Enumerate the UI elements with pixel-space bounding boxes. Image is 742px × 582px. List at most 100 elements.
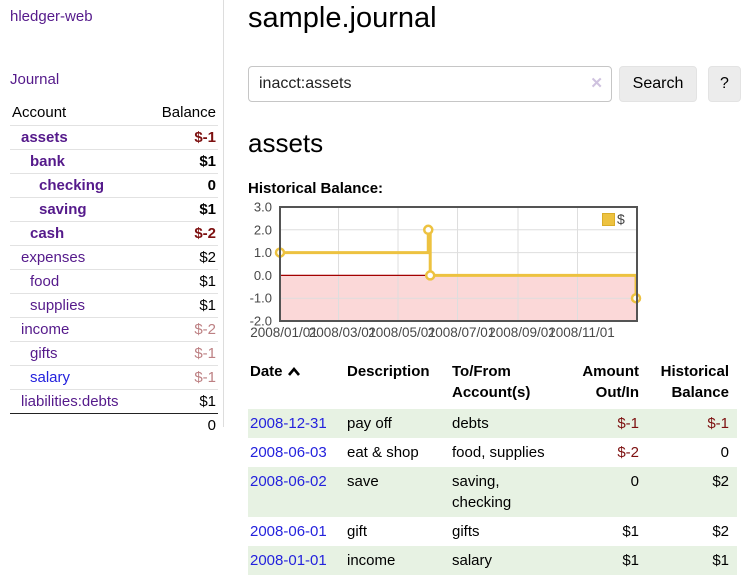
legend-swatch (602, 212, 615, 226)
transaction-description-cell: save (347, 467, 452, 517)
account-link[interactable]: bank (30, 153, 66, 170)
transaction-row: 2008-06-02 save saving, checking 0 $2 (248, 467, 737, 517)
transaction-description-cell: pay off (347, 409, 452, 438)
account-row: gifts $-1 (10, 341, 218, 366)
account-link[interactable]: saving (39, 201, 87, 218)
transaction-accounts-cell: food, supplies (452, 444, 545, 461)
account-row: liabilities:debts $1 (10, 389, 218, 414)
account-link[interactable]: liabilities:debts (21, 393, 119, 410)
account-balance: $-2 (145, 221, 218, 246)
account-table-header-row: Account Balance (10, 102, 218, 126)
transaction-row: 2008-06-01 gift gifts $1 $2 (248, 517, 737, 546)
description-column-header: Description (347, 363, 430, 380)
main-content: sample.journal ✕ Search ? assets Histori… (224, 0, 742, 582)
transaction-balance-cell: $2 (712, 523, 729, 540)
account-balance-table: Account Balance assets $-1 bank $1 checking 0… (10, 102, 218, 437)
svg-text:2008/03/01: 2008/03/01 (309, 325, 377, 340)
account-balance: $1 (145, 197, 218, 222)
transaction-description-cell: gift (347, 523, 368, 540)
help-button[interactable]: ? (708, 66, 741, 102)
account-row: checking 0 (10, 173, 218, 198)
account-link[interactable]: expenses (21, 249, 86, 266)
account-balance: $1 (145, 293, 218, 318)
account-link[interactable]: income (21, 321, 70, 338)
date-column-header[interactable]: Date (248, 358, 347, 409)
svg-text:0.0: 0.0 (254, 268, 272, 283)
svg-text:2.0: 2.0 (254, 222, 272, 237)
transaction-date-cell: 2008-06-03 (248, 438, 347, 467)
transaction-accounts-cell: gifts (452, 523, 480, 540)
brand-link[interactable]: hledger-web (10, 8, 93, 25)
transaction-date-link[interactable]: 2008-06-01 (250, 523, 327, 540)
account-heading: assets (248, 128, 324, 158)
account-row: food $1 (10, 269, 218, 294)
svg-text:3.0: 3.0 (254, 200, 272, 215)
svg-text:2008/01/01: 2008/01/01 (250, 325, 318, 340)
account-balance: $-1 (145, 341, 218, 366)
account-row: expenses $2 (10, 245, 218, 270)
account-link[interactable]: cash (30, 225, 65, 242)
transaction-description-cell: eat & shop (347, 444, 419, 461)
transaction-accounts-cell: saving, checking (452, 467, 569, 517)
total-balance: 0 (145, 413, 218, 437)
transaction-date-cell: 2008-06-02 (248, 467, 347, 517)
total-row: 0 (10, 413, 218, 437)
account-column-header: Account (12, 104, 67, 121)
transaction-accounts-cell: salary (452, 546, 569, 575)
search-input[interactable] (248, 66, 612, 102)
page-title: sample.journal (248, 2, 437, 34)
search-box: ✕ (248, 66, 612, 102)
account-link[interactable]: salary (30, 369, 71, 386)
register-table: Date Description To/From Account(s) Amou… (248, 358, 737, 575)
account-row: income $-2 (10, 317, 218, 342)
amount-column-header: Amount Out/In (582, 363, 639, 401)
transaction-date-link[interactable]: 2008-01-01 (250, 552, 327, 569)
transaction-amount-cell: 0 (569, 467, 647, 517)
account-balance: $-1 (145, 365, 218, 390)
svg-text:2008/09/01: 2008/09/01 (488, 325, 556, 340)
historical-balance-chart: 3.0 2.0 1.0 0.0 -1.0 -2.0 2008/01/01 2008/03/01… (248, 200, 718, 340)
sidebar: hledger-web Journal Account Balance asse… (0, 0, 224, 437)
account-balance: $-2 (145, 317, 218, 342)
transaction-date-link[interactable]: 2008-06-02 (250, 473, 327, 490)
clear-search-icon[interactable]: ✕ (590, 75, 603, 92)
account-row: supplies $1 (10, 293, 218, 318)
legend-label: $ (617, 211, 625, 227)
svg-text:2008/07/01: 2008/07/01 (428, 325, 496, 340)
transaction-date-link[interactable]: 2008-06-03 (250, 444, 327, 461)
account-row: saving $1 (10, 197, 218, 222)
account-link[interactable]: food (30, 273, 60, 290)
chart-canvas: 3.0 2.0 1.0 0.0 -1.0 -2.02008/01/012008/03/01… (250, 200, 642, 340)
svg-text:-1.0: -1.0 (250, 291, 272, 306)
account-balance: 0 (145, 173, 218, 198)
transaction-date-cell: 2008-12-31 (248, 409, 347, 438)
transaction-row: 2008-12-31 pay off debts $-1 $-1 (248, 409, 737, 438)
account-balance: $1 (145, 269, 218, 294)
account-balance: $1 (145, 149, 218, 174)
account-link[interactable]: assets (21, 129, 68, 146)
transaction-date-link[interactable]: 2008-12-31 (250, 415, 327, 432)
transaction-amount-cell: $-1 (569, 409, 647, 438)
account-link[interactable]: gifts (30, 345, 58, 362)
register-header-row: Date Description To/From Account(s) Amou… (248, 358, 737, 409)
svg-text:-2.0: -2.0 (250, 314, 272, 329)
search-form: ✕ Search ? (248, 66, 741, 102)
account-link[interactable]: checking (39, 177, 105, 194)
svg-text:2008/05/01: 2008/05/01 (368, 325, 436, 340)
transaction-amount-cell: $-2 (617, 444, 639, 461)
account-row: bank $1 (10, 149, 218, 174)
transaction-accounts-cell: debts (452, 409, 569, 438)
transaction-balance-cell: 0 (720, 444, 729, 461)
svg-text:2008/11/01: 2008/11/01 (548, 325, 615, 340)
transaction-amount-cell: $1 (622, 523, 639, 540)
account-link[interactable]: supplies (30, 297, 86, 314)
transaction-row: 2008-06-03 eat & shop food, supplies $-2 0 (248, 438, 737, 467)
search-button[interactable]: Search (619, 66, 697, 102)
account-balance: $-1 (145, 125, 218, 150)
tofrom-column-header: To/From Account(s) (452, 363, 531, 401)
transaction-amount-cell: $1 (569, 546, 647, 575)
transaction-date-cell: 2008-01-01 (248, 546, 347, 575)
account-balance: $1 (145, 389, 218, 414)
sort-ascending-icon (287, 362, 301, 383)
sidebar-item-journal[interactable]: Journal (10, 71, 60, 88)
